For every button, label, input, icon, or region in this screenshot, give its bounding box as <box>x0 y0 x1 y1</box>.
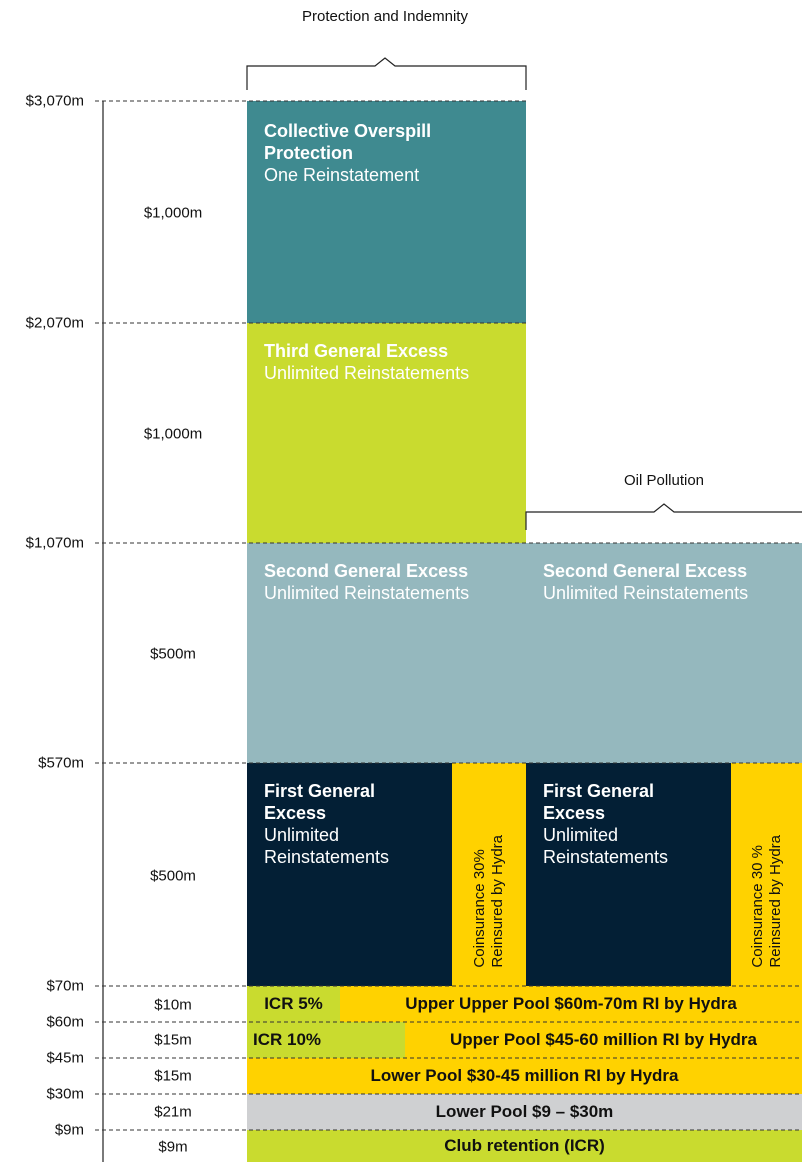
tier-amount: $500m <box>150 645 196 663</box>
level-label: $30m <box>46 1085 84 1103</box>
level-label: $9m <box>54 1121 84 1139</box>
band-label: Upper Pool $45-60 million RI by Hydra <box>449 1030 758 1049</box>
tier-amount: $1,000m <box>143 425 203 443</box>
tier-amount: $10m <box>154 996 192 1014</box>
tier-amount: $1,000m <box>143 204 203 222</box>
band-label: Lower Pool $30-45 million RI by Hydra <box>370 1066 679 1085</box>
coinsurance-label: Coinsurance 30% Reinsured by Hydra <box>452 763 526 978</box>
block-third-general <box>247 323 526 543</box>
level-label: $45m <box>46 1049 84 1067</box>
oil-title: Oil Pollution <box>623 472 705 489</box>
tier-amount: $15m <box>154 1067 192 1085</box>
band-label: ICR 5% <box>264 994 323 1013</box>
coinsurance-line: Reinsured by Hydra <box>489 835 506 968</box>
coinsurance-line: Coinsurance 30% <box>471 849 488 968</box>
block-subtitle: Unlimited Reinstatements <box>264 583 470 603</box>
block-label: First General Excess Unlimited Reinstate… <box>264 780 414 868</box>
block-coinsurance <box>452 763 526 986</box>
bracket <box>525 503 802 530</box>
block-subtitle: Unlimited Reinstatements <box>264 825 390 867</box>
block-first-general <box>526 763 731 986</box>
block-label: Third General Excess Unlimited Reinstate… <box>264 340 514 384</box>
block-first-general <box>247 763 452 986</box>
level-label: $1,070m <box>25 534 84 552</box>
header-title: Protection and Indemnity <box>302 8 468 25</box>
block-subtitle: One Reinstatement <box>264 165 420 185</box>
level-label: $2,070m <box>25 314 84 332</box>
block-title: Collective Overspill Protection <box>264 121 432 163</box>
level-label: $570m <box>38 754 84 772</box>
block-title: Second General Excess <box>543 561 748 581</box>
coinsurance-line: Coinsurance 30 % <box>748 845 766 968</box>
block-icr-5 <box>247 986 340 1022</box>
block-title: First General Excess <box>264 781 376 823</box>
block-label: Second General Excess Unlimited Reinstat… <box>264 560 524 604</box>
block-icr-10 <box>247 1022 405 1058</box>
block-subtitle: Unlimited Reinstatements <box>543 825 669 867</box>
block-second-general <box>247 543 802 763</box>
tier-amount: $9m <box>158 1138 188 1156</box>
block-title: Third General Excess <box>264 341 449 361</box>
block-subtitle: Unlimited Reinstatements <box>264 363 470 383</box>
tier-amount: $15m <box>154 1031 192 1049</box>
block-label: Collective Overspill Protection One Rein… <box>264 120 454 186</box>
block-collective-overspill <box>247 101 526 323</box>
level-label: $60m <box>46 1013 84 1031</box>
band-label: Club retention (ICR) <box>444 1136 605 1155</box>
block-lower-pool-9-30 <box>247 1094 802 1130</box>
block-title: First General Excess <box>543 781 655 823</box>
block-subtitle: Unlimited Reinstatements <box>543 583 749 603</box>
bracket <box>246 57 527 90</box>
block-label: First General Excess Unlimited Reinstate… <box>543 780 693 868</box>
coinsurance-label: Coinsurance 30 % Reinsured by Hydra <box>731 763 802 978</box>
level-label: $3,070m <box>25 92 84 110</box>
coinsurance-text: Coinsurance 30 % Reinsured by Hydra <box>749 835 785 978</box>
block-label: Second General Excess Unlimited Reinstat… <box>543 560 802 604</box>
block-club-retention <box>247 1130 802 1162</box>
band-label: Lower Pool $9 – $30m <box>435 1102 614 1121</box>
coinsurance-text: Coinsurance 30% Reinsured by Hydra <box>471 835 507 978</box>
level-label: $70m <box>46 977 84 995</box>
tier-amount: $500m <box>150 867 196 885</box>
band-label: Upper Upper Pool $60m-70m RI by Hydra <box>405 994 737 1013</box>
tier-amount: $21m <box>154 1103 192 1121</box>
block-coinsurance <box>731 763 802 986</box>
band-label: ICR 10% <box>252 1030 322 1049</box>
block-lower-pool <box>247 1058 802 1094</box>
coinsurance-line: Reinsured by Hydra <box>766 835 784 968</box>
block-title: Second General Excess <box>264 561 469 581</box>
